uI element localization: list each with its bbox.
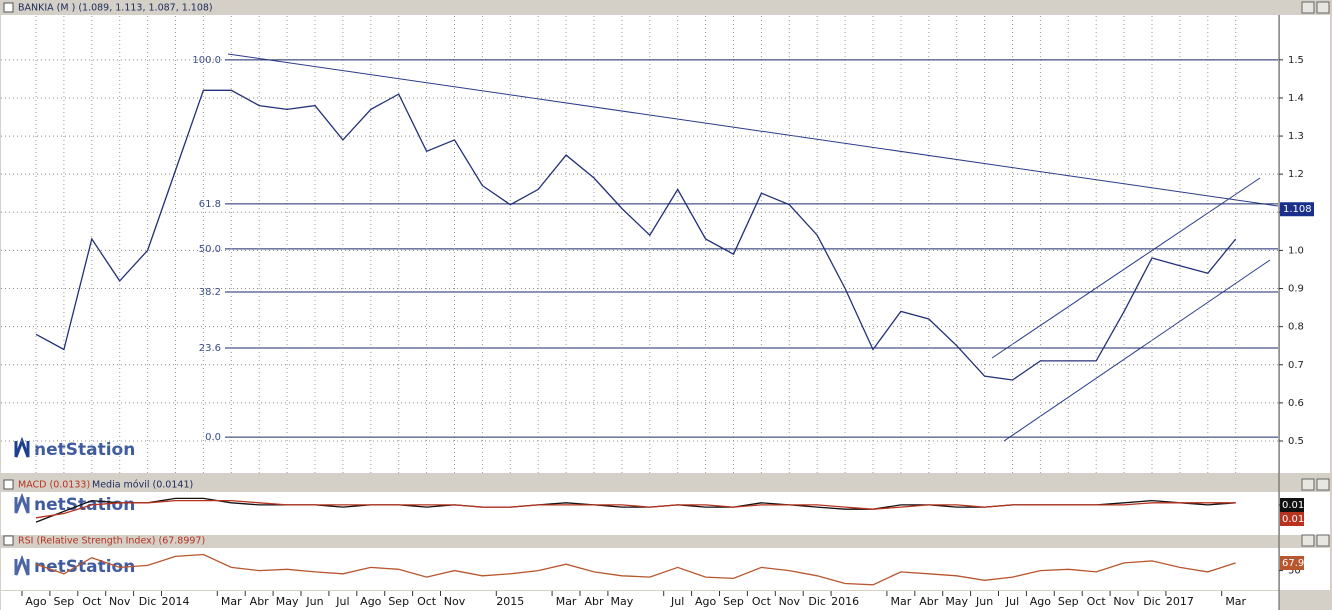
x-tick-label: Mar [221,595,242,608]
x-tick-label: Ago [360,595,382,608]
y-tick-label: 1.0 [1288,245,1304,256]
x-tick-label: Nov [1113,595,1135,608]
x-tick-label: Jun [975,595,993,608]
x-tick-label: Nov [779,595,801,608]
maximize-button[interactable] [1316,478,1330,491]
macd-panel [1,492,1279,535]
y-tick-label: 0.9 [1288,284,1304,295]
x-tick-label: Dic [139,595,157,608]
x-tick-label: Ago [695,595,717,608]
last-value: 67.90 [1282,558,1311,569]
x-tick-label: Dic [808,595,826,608]
last-value: 0.01 [1282,500,1304,511]
maximize-button[interactable] [1316,534,1330,547]
x-tick-label: Jul [1005,595,1019,608]
x-tick-label: Sep [388,595,409,608]
data-line [35,499,1236,519]
y-tick-label: 1.2 [1288,169,1304,180]
x-tick-label: Jul [335,595,349,608]
x-tick-label: Mar [1225,595,1246,608]
x-tick-label: May [611,595,634,608]
last-value-box [1280,556,1304,570]
fib-label: 50.0 [199,244,221,255]
last-value-box [1280,498,1304,512]
y-tick-label: 0.8 [1288,322,1304,333]
channel-line [991,177,1261,359]
last-value-box [1280,202,1314,217]
y-tick-label: 1.5 [1288,55,1304,66]
panel-icon [3,535,14,546]
x-tick-label: Oct [1087,595,1107,608]
y-tick-label: 0.7 [1288,360,1304,371]
y-tick-label: 1.4 [1288,93,1304,104]
fib-label: 23.6 [199,343,221,354]
y-tick-label: 0.5 [1288,436,1304,447]
watermark: netStation [34,440,135,460]
maximize-button[interactable] [1316,1,1330,14]
macd-name: MACD (0.0133) [18,480,90,491]
y-tick-label: 0.6 [1288,398,1304,409]
x-tick-label: Ago [1030,595,1052,608]
fib-label: 38.2 [199,287,221,298]
chart-title: BANKIA (M ) (1.089, 1.113, 1.087, 1.108) [18,3,213,14]
last-value: 1.108 [1283,204,1312,215]
watermark: netStation [34,495,135,515]
panel-icon [3,479,14,490]
price-axis-area [1280,15,1330,473]
x-tick-label: 2014 [162,595,190,608]
x-tick-label: Abr [584,595,604,608]
x-tick-label: Sep [1058,595,1079,608]
x-tick-label: 2017 [1166,595,1194,608]
x-tick-label: Oct [417,595,437,608]
fib-label: 100.0 [192,55,221,66]
logo [14,554,30,576]
x-tick-label: Ago [25,595,47,608]
data-line [35,89,1237,381]
data-line [35,553,1236,586]
x-tick-label: Abr [919,595,939,608]
logo [14,492,30,514]
x-tick-label: Oct [752,595,772,608]
x-tick-label: May [276,595,299,608]
panel-icon [3,2,14,13]
fib-label: 61.8 [199,199,221,210]
y-tick-label: 50 [1288,566,1301,577]
minimize-button[interactable] [1301,534,1315,547]
trend-line [227,53,1279,207]
last-value-box [1280,512,1304,526]
fib-label: 0.0 [205,432,221,443]
x-tick-label: Nov [109,595,131,608]
x-tick-label: 2015 [496,595,524,608]
y-tick-label: 1.3 [1288,131,1304,142]
minimize-button[interactable] [1301,1,1315,14]
rsi-name: RSI (Relative Strength Index) (67.8997) [18,536,205,547]
x-tick-label: Nov [444,595,466,608]
signal-name: Media móvil (0.0141) [92,480,193,491]
x-tick-label: Abr [250,595,270,608]
x-tick-label: Mar [891,595,912,608]
x-tick-label: Dic [1143,595,1161,608]
x-tick-label: 2016 [831,595,859,608]
x-tick-label: Mar [556,595,577,608]
x-axis-area [1,591,1279,610]
price-panel [1,15,1279,473]
x-tick-label: Sep [723,595,744,608]
last-value: 0.01 [1282,514,1304,525]
rsi-panel [1,548,1279,590]
channel-line [1003,259,1271,442]
x-tick-label: Jul [670,595,684,608]
x-tick-label: Jun [305,595,323,608]
x-tick-label: Sep [54,595,75,608]
x-tick-label: Oct [82,595,102,608]
x-tick-label: May [945,595,968,608]
minimize-button[interactable] [1301,478,1315,491]
